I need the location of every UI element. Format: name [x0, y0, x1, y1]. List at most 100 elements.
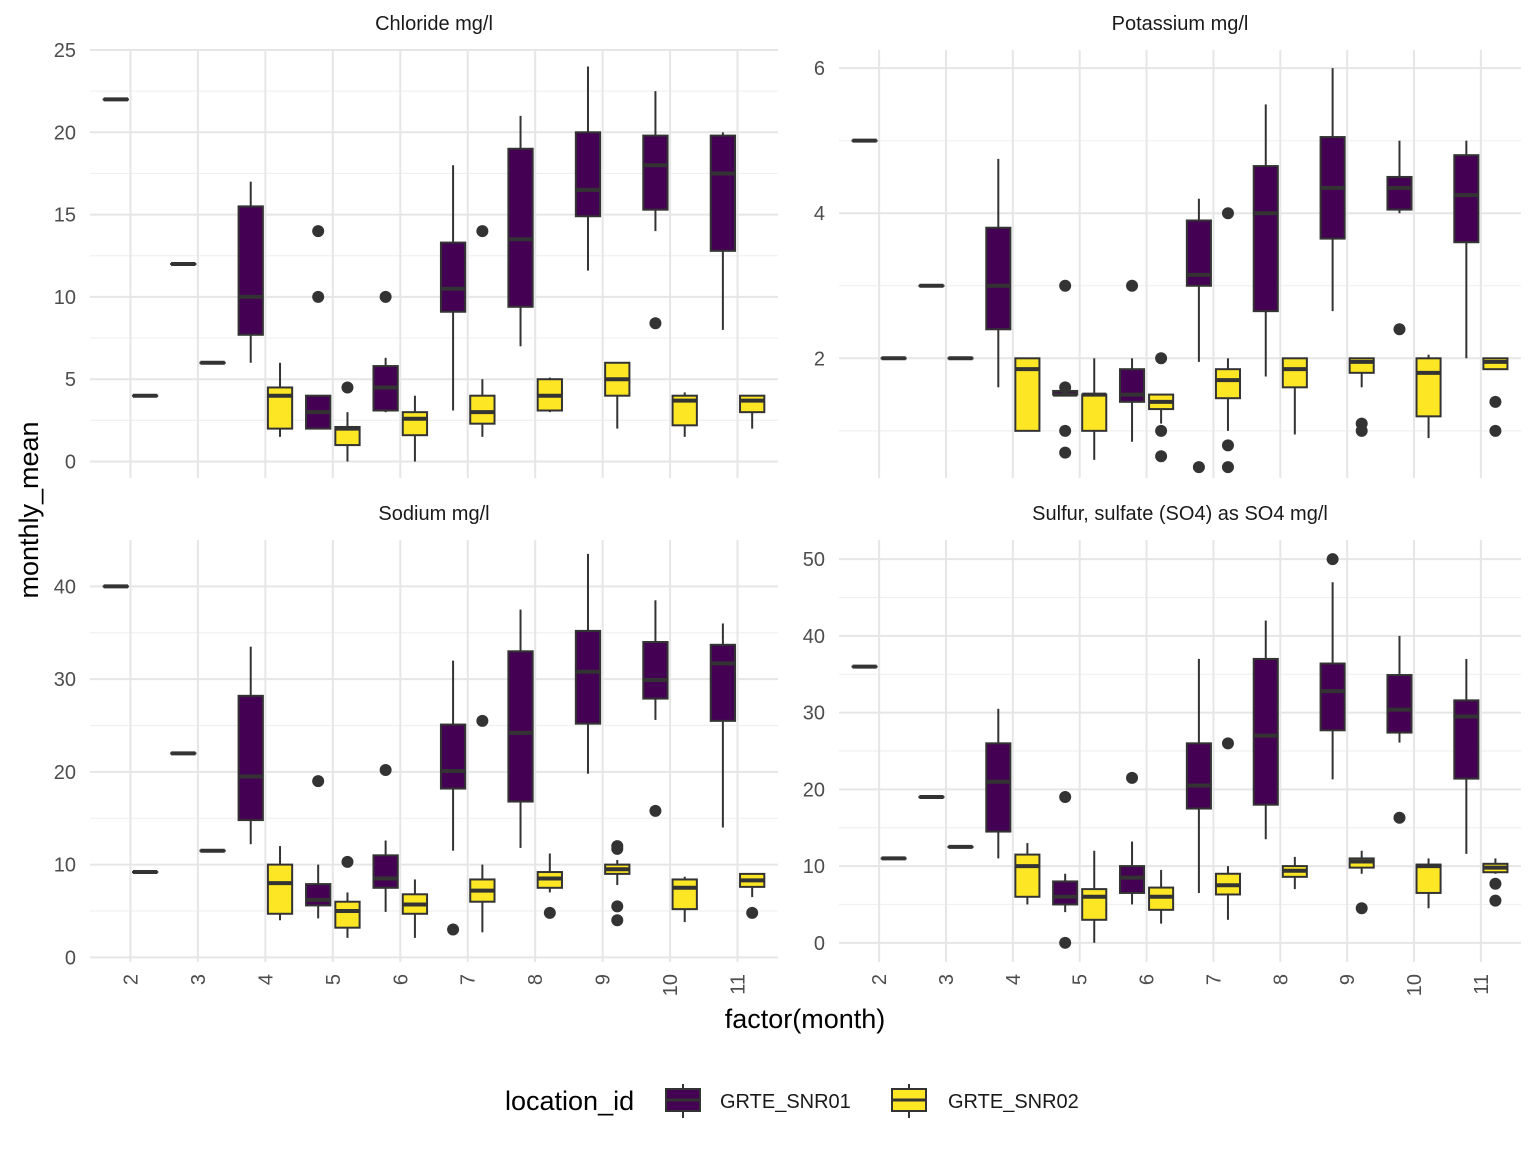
outlier-point	[611, 900, 624, 913]
y-tick-label: 40	[803, 626, 825, 648]
facet-title: Chloride mg/l	[375, 13, 493, 35]
box-GRTE_SNR02-month-7	[1214, 207, 1242, 474]
box-iqr	[372, 854, 399, 889]
box-GRTE_SNR02-month-6	[1148, 869, 1175, 924]
y-tick-label: 0	[65, 452, 76, 474]
box-GRTE_SNR01-month-6	[1118, 771, 1146, 905]
box-iqr	[985, 742, 1012, 833]
x-tick-label: 5	[1070, 974, 1092, 985]
outlier-point	[1126, 279, 1139, 292]
box-iqr	[1081, 393, 1108, 432]
outlier-point	[379, 764, 392, 777]
y-tick-label: 30	[803, 703, 825, 725]
box-GRTE_SNR01-month-7	[1185, 198, 1212, 474]
outlier-point	[312, 290, 325, 303]
box-GRTE_SNR02-month-9	[604, 840, 631, 927]
box-GRTE_SNR02-month-7	[1214, 737, 1242, 920]
outlier-point	[1489, 894, 1502, 907]
outlier-point	[447, 923, 460, 936]
box-GRTE_SNR02-month-11	[1482, 858, 1509, 907]
y-axis-title: monthly_mean	[14, 421, 44, 598]
box-GRTE_SNR02-month-5	[334, 855, 361, 938]
box-iqr	[334, 900, 361, 929]
box-GRTE_SNR02-month-8	[536, 377, 563, 413]
box-GRTE_SNR01-month-5	[305, 775, 332, 919]
box-iqr	[739, 394, 766, 414]
x-tick-label: 8	[525, 974, 547, 985]
box-iqr	[266, 863, 294, 915]
y-tick-label: 10	[54, 855, 76, 877]
box-iqr	[1052, 880, 1079, 906]
x-tick-label: 2	[120, 974, 142, 985]
box-iqr	[574, 131, 602, 218]
box-GRTE_SNR02-month-7	[469, 714, 496, 933]
box-GRTE_SNR01-month-9	[1319, 553, 1346, 780]
box-iqr	[1386, 175, 1413, 211]
facet-title: Sulfur, sulfate (SO4) as SO4 mg/l	[1032, 503, 1328, 525]
outlier-point	[1489, 395, 1502, 408]
box-iqr	[305, 883, 332, 907]
box-GRTE_SNR02-month-6	[401, 395, 429, 462]
box-iqr	[985, 226, 1012, 331]
y-tick-label: 0	[65, 947, 76, 969]
box-GRTE_SNR01-month-4	[985, 158, 1012, 388]
x-tick-label: 10	[1404, 974, 1426, 996]
y-tick-label: 30	[54, 669, 76, 691]
y-tick-label: 40	[54, 576, 76, 598]
outlier-point	[1126, 771, 1139, 784]
y-tick-label: 15	[54, 205, 76, 227]
outlier-point	[649, 317, 662, 330]
y-tick-label: 20	[803, 779, 825, 801]
box-iqr	[642, 134, 669, 211]
y-tick-label: 0	[814, 933, 825, 955]
box-GRTE_SNR02-month-9	[1348, 357, 1375, 437]
y-tick-label: 50	[803, 549, 825, 571]
box-iqr	[1214, 368, 1242, 400]
outlier-point	[1393, 323, 1406, 336]
y-tick-label: 25	[54, 40, 76, 62]
box-iqr	[709, 134, 737, 252]
outlier-point	[341, 381, 354, 394]
box-iqr	[1252, 165, 1279, 313]
box-GRTE_SNR01-month-7	[1185, 658, 1212, 893]
box-GRTE_SNR02-month-4	[1014, 843, 1041, 905]
outlier-point	[611, 914, 624, 927]
box-GRTE_SNR01-month-8	[1252, 620, 1279, 840]
box-GRTE_SNR01-month-5	[1052, 791, 1079, 949]
x-tick-label: 11	[1471, 974, 1493, 995]
outlier-point	[379, 290, 392, 303]
box-iqr	[1081, 888, 1108, 921]
y-tick-label: 10	[803, 856, 825, 878]
box-iqr	[642, 641, 669, 700]
outlier-point	[1059, 381, 1072, 394]
box-GRTE_SNR02-month-10	[1415, 354, 1442, 439]
panel-1: 0 5 10 15 20 25 Chloride mg/l	[54, 13, 778, 478]
box-GRTE_SNR02-month-5	[1081, 850, 1108, 943]
outlier-point	[1355, 424, 1368, 437]
y-tick-label: 4	[814, 203, 825, 225]
legend: location_id GRTE_SNR01 GRTE_SNR02	[505, 1084, 1079, 1118]
box-iqr	[1319, 662, 1346, 732]
y-tick-label: 20	[54, 122, 76, 144]
outlier-point	[476, 714, 489, 727]
box-GRTE_SNR02-month-8	[1281, 856, 1308, 890]
box-iqr	[1453, 699, 1480, 780]
box-GRTE_SNR01-month-5	[1052, 279, 1079, 459]
box-iqr	[401, 411, 429, 437]
legend-title: location_id	[505, 1086, 634, 1116]
box-GRTE_SNR02-month-10	[1415, 858, 1442, 909]
box-iqr	[671, 878, 698, 911]
box-GRTE_SNR02-month-6	[1148, 352, 1175, 463]
box-iqr	[1185, 742, 1212, 810]
box-iqr	[709, 643, 737, 722]
legend-label: GRTE_SNR01	[720, 1091, 851, 1113]
box-iqr	[1386, 674, 1413, 734]
box-iqr	[237, 694, 264, 822]
box-GRTE_SNR02-month-7	[469, 225, 496, 437]
box-GRTE_SNR01-month-8	[507, 115, 534, 347]
facet-title: Potassium mg/l	[1112, 13, 1249, 35]
outlier-point	[1059, 279, 1072, 292]
box-GRTE_SNR01-month-5	[305, 225, 332, 430]
box-GRTE_SNR02-month-10	[671, 876, 698, 923]
box-GRTE_SNR01-month-7	[439, 660, 467, 936]
